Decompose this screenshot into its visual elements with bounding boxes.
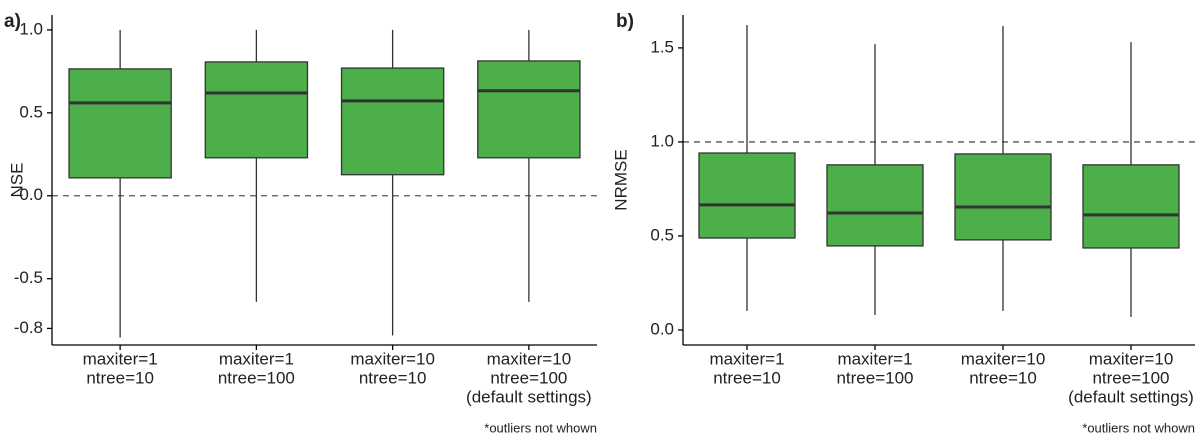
footnote: *outliers not whown: [1082, 420, 1195, 435]
x-tick-label: (default settings): [466, 387, 592, 406]
x-tick-label: maxiter=1: [709, 349, 784, 368]
x-tick-label: ntree=10: [969, 368, 1037, 387]
y-tick-label: 1.0: [650, 131, 674, 150]
x-tick-label: maxiter=10: [1089, 349, 1174, 368]
box: [1082, 164, 1180, 249]
x-tick-label: maxiter=10: [350, 349, 435, 368]
y-tick-label: 0.5: [19, 102, 43, 121]
x-tick-label: maxiter=10: [961, 349, 1046, 368]
footnote: *outliers not whown: [484, 420, 597, 435]
y-tick-label: -0.8: [14, 318, 43, 337]
box: [204, 61, 309, 159]
x-tick-label: (default settings): [1068, 387, 1194, 406]
x-tick-label: maxiter=1: [837, 349, 912, 368]
x-tick-label: ntree=100: [218, 368, 295, 387]
y-tick-label: 0.0: [19, 185, 43, 204]
panel-label: b): [616, 11, 634, 32]
x-tick-label: ntree=10: [86, 368, 154, 387]
panel-label: a): [4, 11, 21, 32]
y-axis-label: NSE: [7, 163, 26, 198]
x-tick-label: maxiter=1: [83, 349, 158, 368]
y-tick-label: 0.0: [650, 319, 674, 338]
y-tick-label: -0.5: [14, 268, 43, 287]
y-axis-label: NRMSE: [611, 149, 630, 210]
x-tick-label: ntree=100: [490, 368, 567, 387]
box: [698, 152, 796, 239]
box: [68, 68, 172, 179]
box: [826, 164, 924, 247]
x-tick-label: maxiter=10: [487, 349, 572, 368]
y-tick-label: 1.0: [19, 19, 43, 38]
box: [477, 60, 581, 159]
x-tick-label: ntree=100: [1092, 368, 1169, 387]
x-tick-label: ntree=10: [359, 368, 427, 387]
x-tick-label: ntree=10: [713, 368, 781, 387]
y-tick-label: 0.5: [650, 225, 674, 244]
box: [340, 67, 445, 176]
x-tick-label: maxiter=1: [219, 349, 294, 368]
box: [954, 153, 1052, 241]
y-tick-label: 1.5: [650, 37, 674, 56]
x-tick-label: ntree=100: [836, 368, 913, 387]
